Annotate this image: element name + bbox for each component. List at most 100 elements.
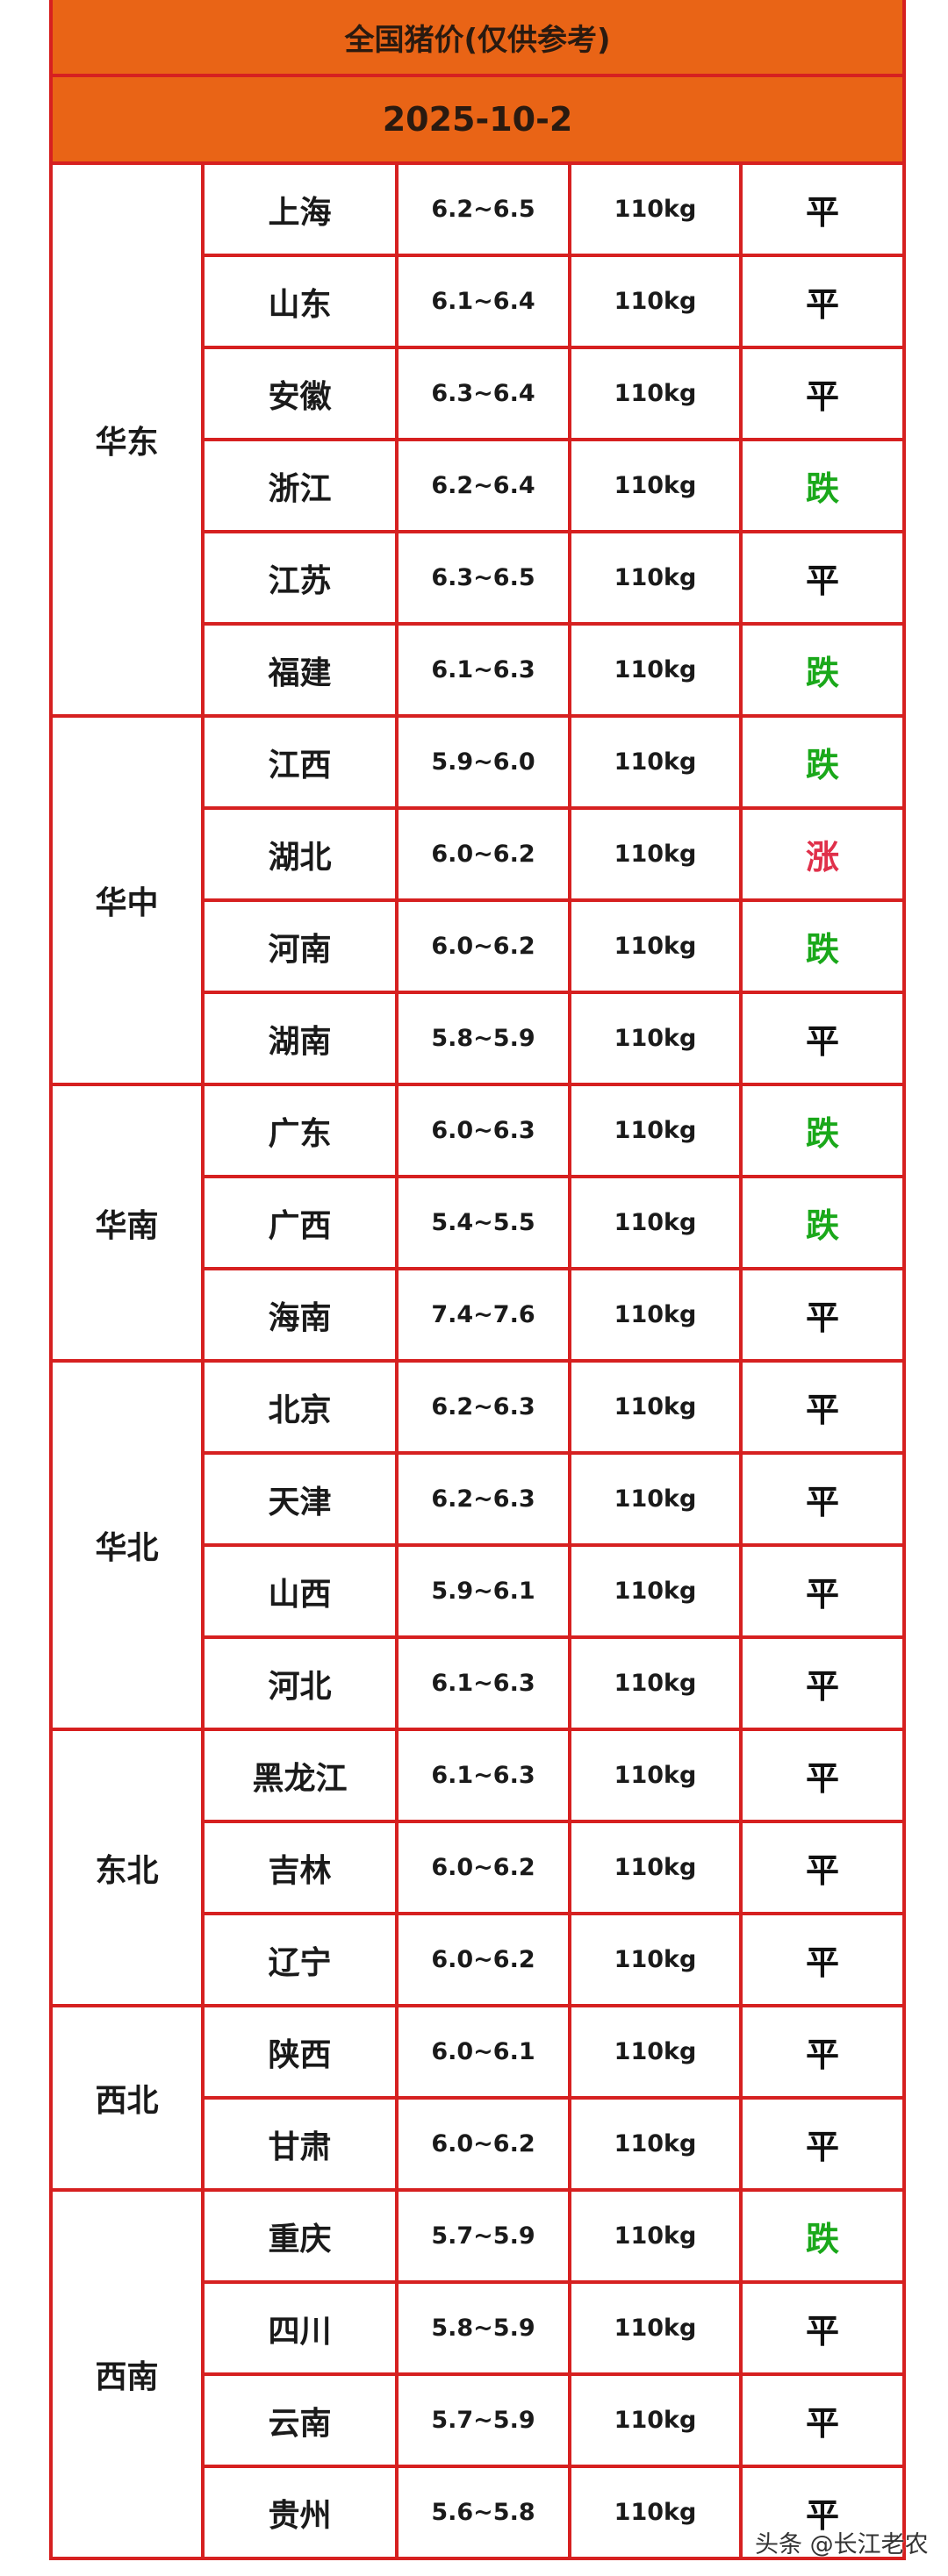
price-cell: 6.0~6.2 [395,898,571,994]
weight-cell: 110kg [568,806,743,902]
region-cell: 西南 [49,2188,205,2560]
table-row: 天津 6.2~6.3 110kg 平 [51,1451,907,1547]
trend-cell: 平 [738,2465,907,2560]
price-cell: 6.0~6.2 [395,1912,571,2007]
weight-cell: 110kg [568,991,743,1086]
region-cell: 东北 [49,1728,205,2007]
trend-cell: 平 [738,991,907,1086]
weight-cell: 110kg [568,1820,743,1915]
table-row: 安徽 6.3~6.4 110kg 平 [51,346,907,441]
province-cell: 浙江 [201,438,399,533]
trend-cell: 跌 [738,1083,907,1178]
price-cell: 6.2~6.5 [395,161,571,257]
table-date: 2025-10-2 [48,74,907,165]
weight-cell: 110kg [568,530,743,626]
price-cell: 5.8~5.9 [395,2280,571,2376]
province-cell: 山东 [201,254,399,349]
price-cell: 7.4~7.6 [395,1267,571,1363]
table-row: 辽宁 6.0~6.2 110kg 平 [51,1912,907,2007]
price-cell: 6.2~6.3 [395,1359,571,1455]
table-row: 四川 5.8~5.9 110kg 平 [51,2280,907,2376]
province-cell: 河北 [201,1635,399,1731]
price-cell: 5.9~6.0 [395,714,571,810]
weight-cell: 110kg [568,2188,743,2284]
trend-cell: 平 [738,1359,907,1455]
trend-cell: 平 [738,1267,907,1363]
province-cell: 贵州 [201,2465,399,2560]
price-cell: 6.1~6.3 [395,1728,571,1823]
weight-cell: 110kg [568,254,743,349]
province-cell: 湖南 [201,991,399,1086]
table-row: 吉林 6.0~6.2 110kg 平 [51,1820,907,1915]
weight-cell: 110kg [568,2372,743,2468]
table-row: 华东 上海 6.2~6.5 110kg 平 [49,161,907,718]
table-row: 江苏 6.3~6.5 110kg 平 [51,530,907,626]
table-row: 西南 重庆 5.7~5.9 110kg 跌 [49,2188,907,2560]
region-cell: 西北 [49,2004,205,2192]
region-cell: 华北 [49,1359,205,1731]
province-cell: 天津 [201,1451,399,1547]
date-row: 2025-10-2 [48,74,907,165]
price-cell: 6.3~6.5 [395,530,571,626]
table-row: 河南 6.0~6.2 110kg 跌 [51,898,907,994]
region-cell: 华南 [49,1083,205,1363]
weight-cell: 110kg [568,1267,743,1363]
trend-cell: 跌 [738,714,907,810]
pig-price-table: 全国猪价(仅供参考) 2025-10-2 华东 上海 6.2~6.5 110kg 平山东… [48,0,907,2560]
trend-cell: 平 [738,530,907,626]
trend-cell: 涨 [738,806,907,902]
price-cell: 6.0~6.3 [395,1083,571,1178]
price-cell: 6.2~6.4 [395,438,571,533]
trend-cell: 跌 [738,1175,907,1270]
table-row: 西北 陕西 6.0~6.1 110kg 平 [49,2004,907,2192]
province-cell: 北京 [201,1359,399,1455]
price-cell: 5.6~5.8 [395,2465,571,2560]
price-cell: 6.0~6.1 [395,2004,571,2100]
province-cell: 辽宁 [201,1912,399,2007]
trend-cell: 平 [738,1820,907,1915]
weight-cell: 110kg [568,714,743,810]
price-cell: 5.9~6.1 [395,1543,571,1639]
price-cell: 6.0~6.2 [395,2096,571,2192]
province-cell: 江苏 [201,530,399,626]
table-row: 广西 5.4~5.5 110kg 跌 [51,1175,907,1270]
province-cell: 四川 [201,2280,399,2376]
trend-cell: 平 [738,1635,907,1731]
price-cell: 6.3~6.4 [395,346,571,441]
table-row: 湖南 5.8~5.9 110kg 平 [51,991,907,1086]
weight-cell: 110kg [568,2465,743,2560]
weight-cell: 110kg [568,2096,743,2192]
weight-cell: 110kg [568,1451,743,1547]
province-cell: 陕西 [201,2004,399,2100]
weight-cell: 110kg [568,898,743,994]
price-cell: 5.8~5.9 [395,991,571,1086]
trend-cell: 平 [738,346,907,441]
province-cell: 山西 [201,1543,399,1639]
weight-cell: 110kg [568,2280,743,2376]
table-row: 华南 广东 6.0~6.3 110kg 跌 [49,1083,907,1363]
price-cell: 5.7~5.9 [395,2372,571,2468]
price-cell: 6.1~6.4 [395,254,571,349]
province-cell: 江西 [201,714,399,810]
province-cell: 安徽 [201,346,399,441]
table-row: 湖北 6.0~6.2 110kg 涨 [51,806,907,902]
trend-cell: 平 [738,2096,907,2192]
weight-cell: 110kg [568,1728,743,1823]
province-cell: 黑龙江 [201,1728,399,1823]
trend-cell: 平 [738,2280,907,2376]
weight-cell: 110kg [568,438,743,533]
province-cell: 海南 [201,1267,399,1363]
weight-cell: 110kg [568,2004,743,2100]
weight-cell: 110kg [568,1543,743,1639]
trend-cell: 平 [738,1728,907,1823]
province-cell: 广西 [201,1175,399,1270]
province-cell: 重庆 [201,2188,399,2284]
trend-cell: 平 [738,2004,907,2100]
table-title: 全国猪价(仅供参考) [48,0,907,77]
price-cell: 6.1~6.3 [395,1635,571,1731]
trend-cell: 平 [738,1451,907,1547]
price-cell: 6.0~6.2 [395,1820,571,1915]
province-cell: 吉林 [201,1820,399,1915]
weight-cell: 110kg [568,1912,743,2007]
province-cell: 甘肃 [201,2096,399,2192]
